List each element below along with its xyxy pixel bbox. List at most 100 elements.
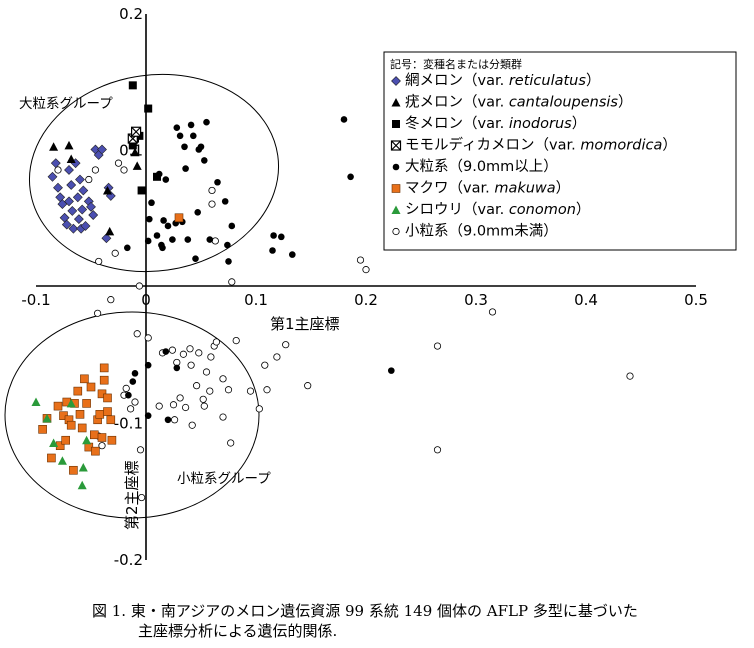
point-makuwa — [99, 375, 109, 385]
x-tick-labels: -0.1 0 0.1 0.2 0.3 0.4 0.5 — [21, 291, 708, 309]
point-makuwa — [73, 386, 83, 396]
legend-items: 網メロン（var. reticulatus） 疣メロン（var. cantalou… — [390, 72, 677, 240]
point-reticulatus — [64, 165, 74, 175]
x-tick-label: 0 — [141, 291, 151, 309]
point-large — [164, 416, 172, 424]
point-small — [155, 402, 163, 410]
point-reticulatus — [47, 171, 58, 182]
point-large — [221, 198, 229, 205]
point-small — [122, 384, 130, 392]
x-axis-label: 第1主座標 — [270, 315, 340, 333]
legend: 記号：変種名または分類群 網メロン（var. reticulatus） 疣メロン（… — [383, 51, 737, 251]
point-small — [208, 186, 216, 195]
y-tick-label: 0.2 — [119, 5, 143, 23]
point-small — [433, 342, 442, 350]
point-momordica-cross — [131, 126, 142, 137]
point-small — [224, 386, 233, 394]
point-large — [176, 132, 184, 140]
point-large — [289, 251, 296, 258]
legend-title: 記号：変種名または分類群 — [390, 57, 522, 71]
point-large — [228, 222, 236, 230]
point-reticulatus — [97, 144, 107, 155]
x-tick-label: 0.4 — [574, 291, 598, 309]
point-reticulatus — [72, 192, 83, 203]
point-large — [160, 217, 167, 224]
point-small — [206, 387, 214, 395]
point-large — [347, 173, 354, 181]
point-small — [228, 278, 236, 286]
point-conomon — [31, 397, 41, 407]
legend-label-reticulatus: 網メロン（var. reticulatus） — [405, 72, 600, 89]
point-makuwa — [106, 415, 116, 425]
point-makuwa — [86, 382, 96, 392]
caption-line-2: 主座標分析による遺伝的関係. — [138, 622, 338, 640]
point-large — [225, 258, 232, 265]
point-small — [54, 166, 62, 174]
point-makuwa — [75, 410, 85, 419]
point-small — [114, 159, 123, 167]
point-small — [176, 394, 184, 402]
point-cantaloupensis — [105, 226, 115, 236]
point-small — [188, 421, 196, 429]
point-large — [206, 236, 214, 243]
legend-label-inodorus: 冬メロン（var. inodorus） — [405, 115, 586, 132]
point-inodorus — [128, 81, 137, 90]
point-inodorus — [137, 186, 146, 195]
point-large — [201, 157, 208, 164]
point-small — [168, 346, 176, 354]
point-reticulatus — [67, 206, 78, 216]
point-conomon — [49, 438, 59, 447]
point-small — [263, 386, 271, 394]
point-small — [135, 282, 143, 290]
point-reticulatus — [64, 196, 74, 207]
point-reticulatus — [88, 210, 99, 220]
y-tick-label: -0.2 — [114, 551, 143, 569]
point-small — [246, 387, 255, 395]
point-large — [192, 255, 199, 262]
point-reticulatus — [50, 158, 61, 169]
group-ellipses — [4, 73, 280, 519]
legend-marker-cantaloupensis — [391, 98, 401, 107]
point-large — [164, 222, 172, 230]
point-small — [169, 401, 178, 409]
legend-marker-inodorus — [392, 120, 400, 128]
point-makuwa — [38, 425, 47, 434]
point-small — [85, 175, 93, 184]
point-reticulatus — [101, 233, 112, 244]
point-small — [356, 256, 365, 264]
large-group-label: 大粒系グループ — [19, 96, 113, 112]
point-reticulatus — [61, 219, 72, 230]
point-small — [202, 368, 211, 376]
point-large — [181, 143, 188, 151]
point-cantaloupensis — [49, 142, 59, 151]
x-tick-label: -0.1 — [21, 291, 50, 309]
point-makuwa — [107, 435, 117, 445]
legend-marker-small — [392, 227, 400, 236]
point-small — [626, 372, 634, 380]
point-large — [162, 348, 170, 355]
point-makuwa — [174, 213, 184, 223]
point-large — [340, 116, 348, 123]
point-small — [136, 446, 145, 454]
point-small — [219, 375, 227, 383]
point-makuwa — [61, 435, 71, 445]
point-small — [138, 493, 146, 502]
legend-box — [383, 51, 737, 251]
legend-label-small: 小粒系（9.0mm未満） — [405, 223, 558, 240]
x-tick-label: 0.5 — [684, 291, 708, 309]
legend-marker-conomon — [391, 205, 401, 214]
point-makuwa — [103, 393, 112, 403]
point-large — [182, 165, 189, 172]
point-small — [232, 336, 240, 345]
point-large — [270, 232, 277, 239]
point-small — [98, 442, 106, 450]
point-small — [200, 402, 208, 410]
point-makuwa — [95, 410, 105, 419]
point-large — [173, 364, 181, 372]
point-large — [159, 244, 166, 252]
point-momordica — [131, 126, 142, 137]
figure-caption: 図 1. 東・南アジアのメロン遺伝資源 99 系統 149 個体の AFLP 多… — [92, 601, 732, 641]
point-small — [362, 266, 370, 274]
point-reticulatus — [53, 182, 63, 193]
